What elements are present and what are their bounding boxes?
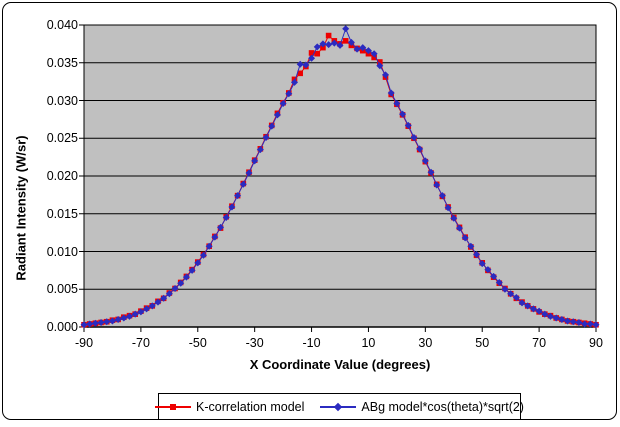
x-tick-label: 70 [532,336,547,350]
diamond-marker-icon [334,402,343,411]
x-tick-label: -30 [245,336,264,350]
legend-label: ABg model*cos(theta)*sqrt(2) [361,399,524,414]
y-tick-label: 0.025 [46,131,78,146]
legend-item-abg-model: ABg model*cos(theta)*sqrt(2) [320,400,524,414]
x-tick-label: 30 [418,336,433,350]
x-tick-label: -50 [188,336,207,350]
y-tick-label: 0.015 [46,206,78,221]
x-tick-label: 10 [361,336,376,350]
y-tick-label: 0.000 [46,320,78,334]
x-tick-label: -70 [131,336,150,350]
y-tick-label: 0.005 [46,282,78,297]
legend-key-diamond-marker [320,402,357,412]
plot-area [79,24,597,332]
y-tick-label: 0.040 [46,18,78,32]
x-tick-label: 50 [475,336,490,350]
y-tick-label: 0.030 [46,93,78,108]
legend-label: K-correlation model [196,399,305,414]
legend-key-square-marker [155,402,192,412]
series-abg-model [80,25,600,329]
square-marker-icon [170,403,177,410]
y-tick-label: 0.020 [46,169,78,183]
x-axis-title: X Coordinate Value (degrees) [249,357,431,372]
x-tick-label: -10 [302,336,321,350]
x-tick-label: -90 [74,336,94,350]
y-tick-label: 0.010 [46,244,78,259]
x-tick-label: 90 [589,336,603,350]
y-tick-label: 0.035 [46,55,78,70]
data-series-layer [80,25,600,329]
y-axis-title: Radiant Intensity (W/sr) [13,135,29,281]
legend-item-k-correlation: K-correlation model [155,400,304,414]
legend: K-correlation model ABg model*cos(theta)… [155,393,524,420]
